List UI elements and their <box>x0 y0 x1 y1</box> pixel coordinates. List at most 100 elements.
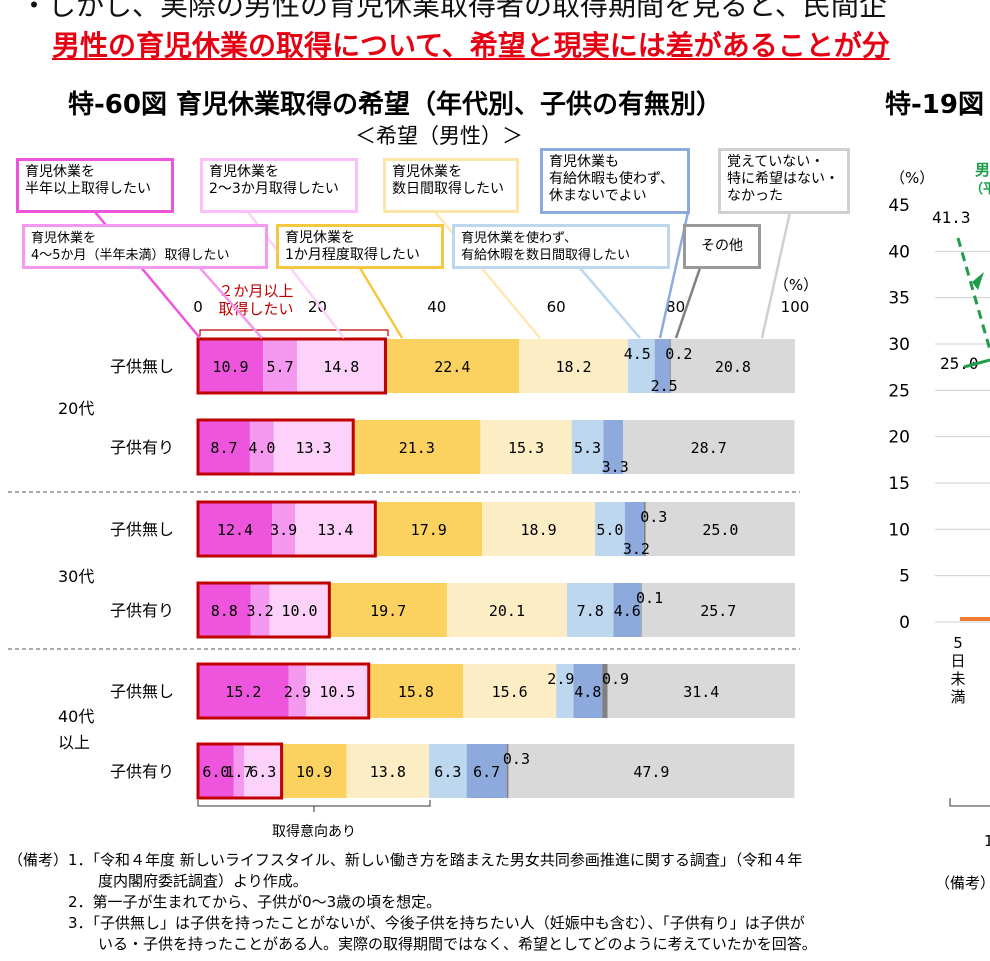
value-label: 15.3 <box>508 439 544 457</box>
value-label: 5.0 <box>596 521 623 539</box>
right-bottom-fragment: 1 <box>984 832 990 850</box>
bar-segment <box>249 420 274 474</box>
bar-segment <box>250 583 270 637</box>
intent-bracket <box>199 329 389 336</box>
bar-segment <box>368 664 464 718</box>
right-y-tick: 25 <box>888 381 910 401</box>
group-label: 30代 <box>58 567 94 586</box>
group-label: 20代 <box>58 399 94 418</box>
bar-segment <box>480 420 572 474</box>
intent-outline <box>196 742 284 800</box>
bar-segment <box>288 664 307 718</box>
value-label: 6.0 <box>202 763 229 781</box>
right-legend: 男 <box>975 161 990 179</box>
value-label: 2.9 <box>547 670 574 688</box>
bar-segment <box>198 583 251 637</box>
value-label: 5.7 <box>267 358 294 376</box>
value-label: 12.4 <box>217 521 253 539</box>
value-label: 10.5 <box>319 683 355 701</box>
bar-segment <box>613 583 641 637</box>
bar-segment <box>295 502 376 556</box>
value-label: 13.3 <box>295 439 331 457</box>
legend-leader <box>579 267 641 339</box>
bar-segment <box>198 744 234 798</box>
bar-segment <box>573 664 603 718</box>
right-arrow-icon <box>972 272 984 290</box>
bar-segment <box>654 339 670 393</box>
value-label: 17.9 <box>411 521 447 539</box>
value-label: 15.6 <box>492 683 528 701</box>
bar-segment <box>463 664 557 718</box>
bar-segment <box>385 339 520 393</box>
bar-segment <box>273 420 354 474</box>
value-label: 4.6 <box>614 602 641 620</box>
bar-segment <box>607 664 795 718</box>
x-tick-label: 40 <box>427 298 446 316</box>
right-x-label: 5 <box>953 634 963 652</box>
row-label: 子供有り <box>110 601 174 620</box>
value-label: 6.7 <box>473 763 500 781</box>
bar-segment <box>297 339 386 393</box>
bar-segment <box>669 339 671 393</box>
bar-segment <box>508 744 795 798</box>
legend-item: 育児休業を 2～3か月取得したい <box>200 158 358 213</box>
value-label: 13.8 <box>370 763 406 781</box>
bar-segment <box>595 502 625 556</box>
x-tick-label: 20 <box>308 298 327 316</box>
value-label: 0.1 <box>636 589 663 607</box>
right-y-tick: 40 <box>888 242 910 262</box>
value-label: 15.8 <box>398 683 434 701</box>
right-series-dashed <box>956 237 990 351</box>
right-x-label: 満 <box>950 688 965 706</box>
axis-caption: 取得意向あり <box>272 823 356 840</box>
right-point-label: 25.0 <box>940 354 979 373</box>
right-y-tick: 35 <box>888 289 910 309</box>
bar-segment <box>375 502 483 556</box>
right-x-label: 未 <box>950 670 965 688</box>
bar-segment <box>627 339 655 393</box>
header-line-1: ・しかし、実際の男性の育児休業取得者の取得期間を見ると、民間企 <box>20 0 887 22</box>
group-label: 40代 <box>58 707 94 726</box>
bar-segment <box>429 744 467 798</box>
value-label: 18.2 <box>555 358 591 376</box>
intent-annotation: ２か月以上 <box>218 282 293 300</box>
intent-outline <box>196 418 355 476</box>
right-y-tick: 30 <box>888 335 910 355</box>
right-legend: （平 <box>970 181 990 197</box>
group-label: 以上 <box>58 733 90 752</box>
bar-segment <box>556 664 574 718</box>
bar-segment <box>198 420 250 474</box>
legend-leader <box>760 211 792 339</box>
x-tick-label: 0 <box>193 298 203 316</box>
legend-leader <box>199 267 263 339</box>
value-label: 19.7 <box>370 602 406 620</box>
bar-segment <box>670 339 795 393</box>
value-label: 6.3 <box>434 763 461 781</box>
value-label: 21.3 <box>399 439 435 457</box>
value-label: 15.2 <box>225 683 261 701</box>
right-y-tick: 10 <box>888 520 910 540</box>
bar-segment <box>353 420 481 474</box>
intent-outline <box>196 337 387 395</box>
value-label: 3.2 <box>623 540 650 558</box>
right-series-solid <box>963 358 990 369</box>
value-label: 4.5 <box>624 345 651 363</box>
chart-title: 特-60図 育児休業取得の希望（年代別、子供の有無別） <box>68 90 723 120</box>
value-label: 0.3 <box>503 750 530 768</box>
row-label: 子供無し <box>110 682 174 701</box>
right-y-tick: 20 <box>888 428 910 448</box>
bar-segment <box>566 583 614 637</box>
intent-outline <box>196 500 377 558</box>
intent-outline <box>196 662 371 720</box>
value-label: 2.9 <box>284 683 311 701</box>
row-label: 子供無し <box>110 520 174 539</box>
header-line-2: 男性の育児休業の取得について、希望と現実には差があることが分 <box>52 29 890 62</box>
right-notes-fragment: （備考） <box>935 874 990 892</box>
intent-outline <box>196 581 331 639</box>
bar-segment <box>306 664 369 718</box>
value-label: 6.3 <box>249 763 276 781</box>
value-label: 4.0 <box>248 439 275 457</box>
bar-segment <box>624 502 644 556</box>
